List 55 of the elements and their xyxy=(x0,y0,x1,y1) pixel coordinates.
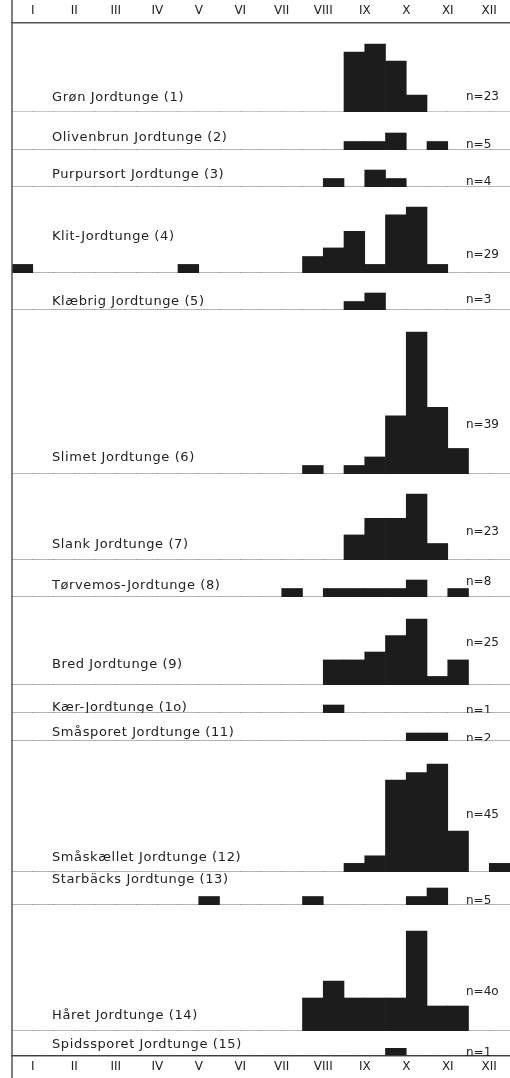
chart-title: Spidssporet Jordtunge (15) xyxy=(52,1035,242,1051)
x-tick-label: VII xyxy=(274,3,290,18)
x-tick-label: II xyxy=(70,1058,78,1073)
annotation: n=5 xyxy=(466,893,492,908)
x-tick-label: VIII xyxy=(313,1058,333,1073)
x-tick-label: V xyxy=(194,3,204,18)
x-tick-label: I xyxy=(30,3,35,18)
x-tick-label: VI xyxy=(234,3,247,18)
x-tick-label: II xyxy=(70,3,78,18)
annotation: n=23 xyxy=(466,89,499,104)
annotation: n=3 xyxy=(466,292,492,307)
x-tick-label: VIII xyxy=(313,3,333,18)
bar xyxy=(12,264,34,273)
annotation: n=4o xyxy=(466,984,499,999)
x-tick-label: XI xyxy=(441,3,454,18)
annotation: n=23 xyxy=(466,524,499,539)
x-tick-label: III xyxy=(110,3,122,18)
x-tick-label: IV xyxy=(151,1058,164,1073)
bar xyxy=(302,465,324,474)
text: Slank Jordtunge (7) xyxy=(52,536,189,552)
x-tick-label: VI xyxy=(234,1058,247,1073)
x-tick-label: XI xyxy=(441,1058,454,1073)
bar xyxy=(177,264,200,273)
chart-title: Småsporet Jordtunge (11) xyxy=(52,724,235,740)
x-tick-label: X xyxy=(402,1058,411,1073)
text: Småskællet Jordtunge (12) xyxy=(52,849,242,865)
annotation: n=39 xyxy=(466,417,499,432)
x-tick-label: VII xyxy=(274,1058,290,1073)
text: Bred Jordtunge (9) xyxy=(52,656,183,672)
annotation: n=1 xyxy=(466,1044,492,1059)
annotation: n=29 xyxy=(466,247,499,262)
chart-title: Purpursort Jordtunge (3) xyxy=(52,166,225,182)
x-tick-label: XII xyxy=(481,1058,497,1073)
annotation: n=4 xyxy=(466,174,492,189)
chart-title: Tørvemos-Jordtunge (8) xyxy=(51,577,221,593)
x-tick-label: I xyxy=(30,1058,35,1073)
annotation: n=45 xyxy=(466,807,499,822)
text: Klit-Jordtunge (4) xyxy=(52,228,175,244)
annotation: n=5 xyxy=(466,137,492,152)
x-tick-label: IX xyxy=(358,3,371,18)
chart-title: Klæbrig Jordtunge (5) xyxy=(52,293,205,309)
chart-title: Olivenbrun Jordtunge (2) xyxy=(52,129,228,145)
x-tick-label: IX xyxy=(358,1058,371,1073)
annotation: n=25 xyxy=(466,635,499,650)
x-tick-label: III xyxy=(110,1058,122,1073)
x-tick-label: V xyxy=(194,1058,204,1073)
annotation: n=8 xyxy=(466,574,492,589)
bar xyxy=(488,863,510,872)
text: Grøn Jordtunge (1) xyxy=(52,89,185,105)
x-tick-label: X xyxy=(402,3,411,18)
chart-title: Starbäcks Jordtunge (13) xyxy=(52,871,229,887)
text: Slimet Jordtunge (6) xyxy=(52,449,195,465)
x-tick-label: IV xyxy=(151,3,164,18)
x-tick-label: XII xyxy=(481,3,497,18)
text: Håret Jordtunge (14) xyxy=(52,1007,198,1023)
